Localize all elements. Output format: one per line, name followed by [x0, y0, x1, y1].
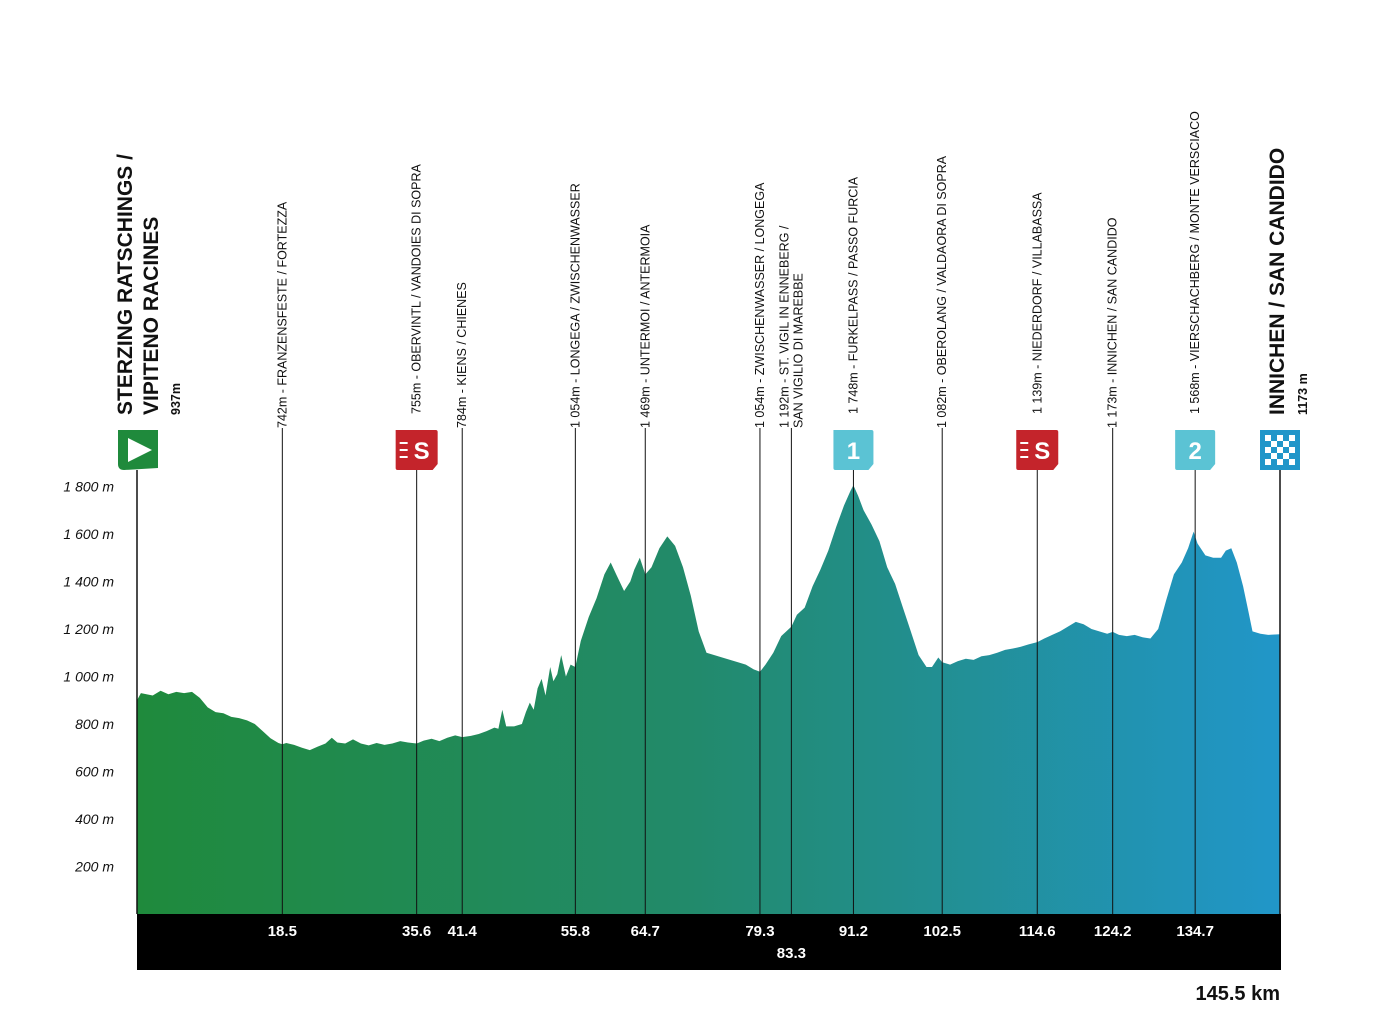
y-tick-label: 400 m	[75, 811, 114, 827]
waypoint-labels: 742m - FRANZENSFESTE / FORTEZZA 755m - OB…	[275, 111, 1202, 428]
km-label: 83.3	[777, 945, 806, 962]
checkered-flag-icon	[1271, 453, 1277, 459]
checkered-flag-icon	[1277, 435, 1283, 441]
km-label: 55.8	[561, 923, 590, 940]
finish-marker: INNICHEN / SAN CANDIDO 1173 m	[1260, 148, 1310, 470]
km-label: 79.3	[745, 923, 774, 940]
checkered-flag-icon	[1265, 459, 1271, 465]
y-tick-label: 1 000 m	[63, 669, 114, 685]
y-tick-label: 200 m	[74, 859, 114, 875]
waypoint-label: 1 082m - OBEROLANG / VALDAORA DI SOPRA	[935, 155, 949, 428]
km-label: 41.4	[448, 923, 478, 940]
checkered-flag-icon	[1289, 447, 1295, 453]
sprint-badge: S	[1016, 430, 1058, 470]
climb-badge: 1	[833, 430, 873, 470]
waypoint-label: 1 192m - ST. VIGIL IN ENNEBERG /	[777, 225, 791, 428]
km-label: 134.7	[1176, 923, 1214, 940]
y-axis-ticks: 1 800 m 1 600 m 1 400 m 1 200 m 1 000 m 800 m…	[63, 479, 114, 875]
checkered-flag-icon	[1265, 435, 1271, 441]
checkered-flag-icon	[1277, 447, 1283, 453]
waypoint-label: 1 054m - ZWISCHENWASSER / LONGEGA	[753, 182, 767, 428]
climb-badge-label: 1	[847, 438, 860, 465]
y-tick-label: 1 800 m	[63, 479, 114, 495]
start-name-line2: VIPITENO RACINES	[140, 217, 163, 415]
sprint-badge-label: S	[1034, 438, 1050, 465]
km-label: 35.6	[402, 923, 431, 940]
sprint-badge-label: S	[414, 438, 430, 465]
km-label: 18.5	[268, 923, 297, 940]
waypoint-label: 1 173m - INNICHEN / SAN CANDIDO	[1106, 217, 1120, 428]
climb-badge: 2	[1175, 430, 1215, 470]
checkered-flag-icon	[1289, 459, 1295, 465]
y-tick-label: 600 m	[75, 764, 114, 780]
y-tick-label: 800 m	[75, 716, 114, 732]
waypoint-label: 755m - OBERVINTL / VANDOIES DI SOPRA	[410, 164, 424, 414]
total-distance: 145.5 km	[1195, 983, 1280, 1005]
start-marker: STERZING RATSCHINGS / VIPITENO RACINES 937…	[114, 154, 183, 470]
checkered-flag-icon	[1271, 441, 1277, 447]
elevation-profile-area	[137, 485, 1280, 914]
km-label: 91.2	[839, 923, 868, 940]
km-label: 64.7	[631, 923, 660, 940]
km-label: 114.6	[1019, 923, 1056, 940]
checkered-flag-icon	[1283, 441, 1289, 447]
start-altitude: 937m	[169, 383, 183, 415]
waypoint-label: 784m - KIENS / CHIENES	[455, 282, 469, 428]
waypoint-label: 1 469m - UNTERMOI / ANTERMOIA	[638, 224, 652, 428]
badges: S 1 S 2	[396, 430, 1215, 470]
waypoint-label: 1 568m - VIERSCHACHBERG / MONTE VERSCIAC…	[1188, 111, 1202, 414]
waypoint-label: SAN VIGILIO DI MAREBBE	[791, 273, 805, 428]
checkered-flag-icon	[1265, 447, 1271, 453]
y-tick-label: 1 200 m	[63, 621, 114, 637]
checkered-flag-icon	[1277, 459, 1283, 465]
climb-badge-label: 2	[1188, 438, 1201, 465]
y-tick-label: 1 600 m	[63, 526, 114, 542]
km-label: 124.2	[1094, 923, 1132, 940]
y-tick-label: 1 400 m	[63, 574, 114, 590]
waypoint-label: 1 054m - LONGEGA / ZWISCHENWASSER	[568, 183, 582, 428]
waypoint-label: 742m - FRANZENSFESTE / FORTEZZA	[275, 201, 289, 428]
start-name-line1: STERZING RATSCHINGS /	[114, 154, 137, 415]
waypoint-label: 1 748m - FURKELPASS / PASSO FURCIA	[846, 176, 860, 414]
finish-altitude: 1173 m	[1296, 373, 1310, 415]
km-label: 102.5	[923, 923, 961, 940]
sprint-badge: S	[396, 430, 438, 470]
checkered-flag-icon	[1283, 453, 1289, 459]
finish-name: INNICHEN / SAN CANDIDO	[1266, 148, 1289, 415]
waypoint-label: 1 139m - NIEDERDORF / VILLABASSA	[1030, 192, 1044, 414]
checkered-flag-icon	[1289, 435, 1295, 441]
